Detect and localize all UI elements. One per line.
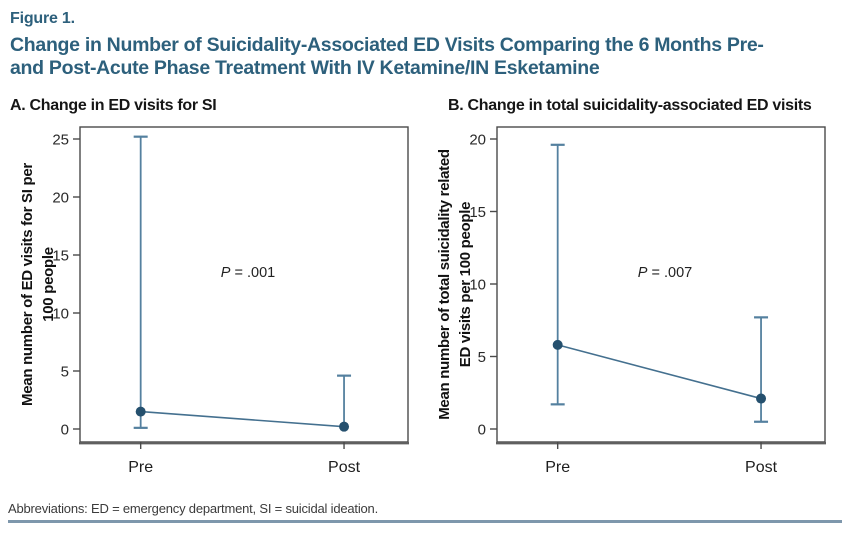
y-tick-label: 10 [469,277,486,294]
y-tick-label: 0 [478,422,486,439]
panel-a-label: A. Change in ED visits for SI [10,97,217,114]
x-category-label: Pre [545,459,570,476]
y-tick-label: 15 [52,248,69,265]
abbreviations-note: Abbreviations: ED = emergency department… [8,501,378,516]
x-category-label: Post [745,459,778,476]
trend-line [140,410,345,428]
x-category-label: Pre [128,459,153,476]
figure-label: Figure 1. [10,10,75,27]
y-tick-label: 0 [61,422,69,439]
y-axis-label-line: Mean number of total suicidality related [436,149,453,420]
figure-title-line1: Change in Number of Suicidality-Associat… [10,34,764,56]
trend-line [557,344,762,400]
y-tick-label: 15 [469,204,486,221]
data-point [756,393,767,404]
y-axis-label-line: Mean number of ED visits for SI per [19,163,36,406]
y-tick-label: 5 [61,364,69,381]
data-point [339,421,350,432]
x-category-label: Post [328,459,361,476]
y-axis-label-line: ED visits per 100 people [457,202,474,367]
p-value-annotation: P = .007 [638,265,692,281]
y-tick-label: 5 [478,349,486,366]
panel-a: A. Change in ED visits for SI 0 5 10 15 20 25… [8,96,425,489]
panel-b-label: B. Change in total suicidality-associate… [448,97,812,114]
panel-b: B. Change in total suicidality-associate… [425,96,842,489]
figure-title: Change in Number of Suicidality-Associat… [10,34,842,80]
y-tick-label: 20 [469,132,486,149]
figure-title-line2: and Post-Acute Phase Treatment With IV K… [10,57,600,79]
chart-a-canvas: 0 5 10 15 20 25 Pre Post Mean number of ED visit… [19,126,409,476]
chart-panels: A. Change in ED visits for SI 0 5 10 15 20 25… [8,96,842,489]
data-point [135,406,146,417]
y-tick-label: 20 [52,190,69,207]
plot-frame [496,126,826,443]
plot-frame [79,126,409,443]
data-point [552,339,563,350]
bottom-rule [8,520,842,523]
y-tick-label: 10 [52,306,69,323]
figure-1: Figure 1. Change in Number of Suicidalit… [8,10,842,523]
y-axis-label-line: 100 people [40,247,57,322]
chart-b-canvas: 0 5 10 15 20 Pre Post Mean number of total suic… [436,126,826,476]
p-value-annotation: P = .001 [221,265,275,281]
y-tick-label: 25 [52,132,69,149]
